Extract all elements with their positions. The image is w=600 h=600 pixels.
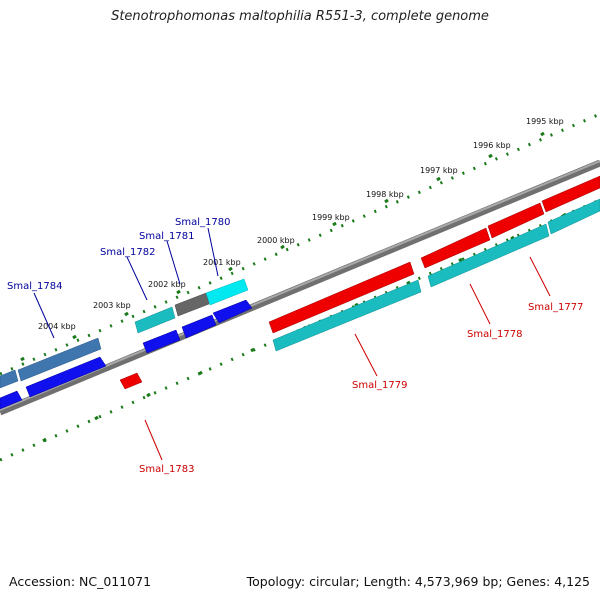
upper-major-tick — [228, 266, 233, 272]
gene-feature-red[interactable] — [541, 175, 600, 213]
forward-gene-row — [0, 278, 249, 389]
gene-label[interactable]: Smal_1783 — [139, 464, 194, 475]
upper-major-tick — [280, 244, 285, 250]
reverse-gene-row — [119, 175, 600, 390]
gene-feature-red[interactable] — [268, 261, 415, 334]
ruler-label: 2004 kbp — [38, 322, 76, 331]
gene-label[interactable]: Smal_1778 — [467, 329, 522, 340]
gene-feature-cyan[interactable] — [272, 279, 422, 352]
gene-feature-red[interactable] — [119, 372, 143, 390]
gene-feature-steel[interactable] — [0, 369, 19, 389]
upper-major-tick — [20, 356, 25, 362]
upper-major-tick — [540, 131, 545, 137]
gene-feature-red[interactable] — [420, 227, 491, 269]
upper-major-tick — [124, 311, 129, 317]
gene-feature-grey[interactable] — [174, 292, 210, 317]
label-leader-line — [529, 256, 551, 297]
ruler-label: 1995 kbp — [526, 117, 564, 126]
reverse-cyan-row — [272, 198, 600, 352]
lower-major-tick — [250, 347, 255, 353]
gene-feature-red[interactable] — [487, 202, 545, 239]
gene-label[interactable]: Smal_1782 — [100, 247, 155, 258]
label-leader-line — [166, 240, 181, 285]
label-leader-line — [469, 283, 491, 325]
lower-ruler-track — [0, 198, 600, 462]
lower-major-tick — [458, 257, 463, 263]
gene-feature-cyan-light[interactable] — [205, 278, 249, 306]
gene-feature-blue[interactable] — [142, 329, 181, 354]
gene-feature-steel[interactable] — [17, 337, 102, 382]
upper-major-tick — [332, 221, 337, 227]
upper-major-tick — [436, 176, 441, 182]
label-leader-line — [144, 419, 163, 461]
upper-major-tick — [488, 153, 493, 159]
gene-feature-cyan[interactable] — [547, 198, 600, 235]
upper-major-tick — [384, 198, 389, 204]
map-title: Stenotrophomonas maltophilia R551-3, com… — [111, 9, 489, 24]
ruler-label: 1999 kbp — [312, 213, 350, 222]
gene-label[interactable]: Smal_1784 — [7, 281, 62, 292]
gene-feature-cyan[interactable] — [427, 223, 550, 288]
gene-label[interactable]: Smal_1779 — [352, 380, 407, 391]
lower-major-tick — [510, 235, 515, 241]
ruler-label: 2000 kbp — [257, 236, 295, 245]
ruler-label: 2002 kbp — [148, 280, 186, 289]
gene-feature-blue[interactable] — [0, 390, 23, 410]
upper-major-tick — [72, 334, 77, 340]
forward-arrow-row — [0, 299, 253, 410]
gene-label[interactable]: Smal_1777 — [528, 302, 583, 313]
gene-feature-blue[interactable] — [181, 314, 217, 339]
ruler-label: 1998 kbp — [366, 190, 404, 199]
lower-major-tick — [94, 415, 99, 421]
ruler-label: 2001 kbp — [203, 258, 241, 267]
label-leader-line — [354, 333, 378, 377]
genome-backbone — [0, 159, 600, 416]
gene-label[interactable]: Smal_1780 — [175, 217, 230, 228]
accession-text: Accession: NC_011071 — [9, 574, 152, 589]
gene-feature-blue[interactable] — [212, 299, 253, 324]
ruler-label: 1996 kbp — [473, 141, 511, 150]
label-leader-line — [126, 256, 148, 301]
ruler-label: 1997 kbp — [420, 166, 458, 175]
gene-feature-cyan[interactable] — [134, 306, 176, 334]
upper-major-tick — [176, 289, 181, 295]
genome-summary-text: Topology: circular; Length: 4,573,969 bp… — [246, 574, 590, 589]
upper-ruler-track — [0, 112, 600, 376]
lower-major-tick — [146, 392, 151, 398]
lower-major-tick — [406, 280, 411, 286]
lower-major-tick — [198, 370, 203, 376]
ruler-label: 2003 kbp — [93, 301, 131, 310]
lower-major-tick — [42, 437, 47, 443]
gene-feature-blue[interactable] — [25, 356, 107, 398]
gene-label[interactable]: Smal_1781 — [139, 231, 194, 242]
label-leader-line — [33, 292, 55, 339]
label-leader-line — [207, 227, 219, 277]
